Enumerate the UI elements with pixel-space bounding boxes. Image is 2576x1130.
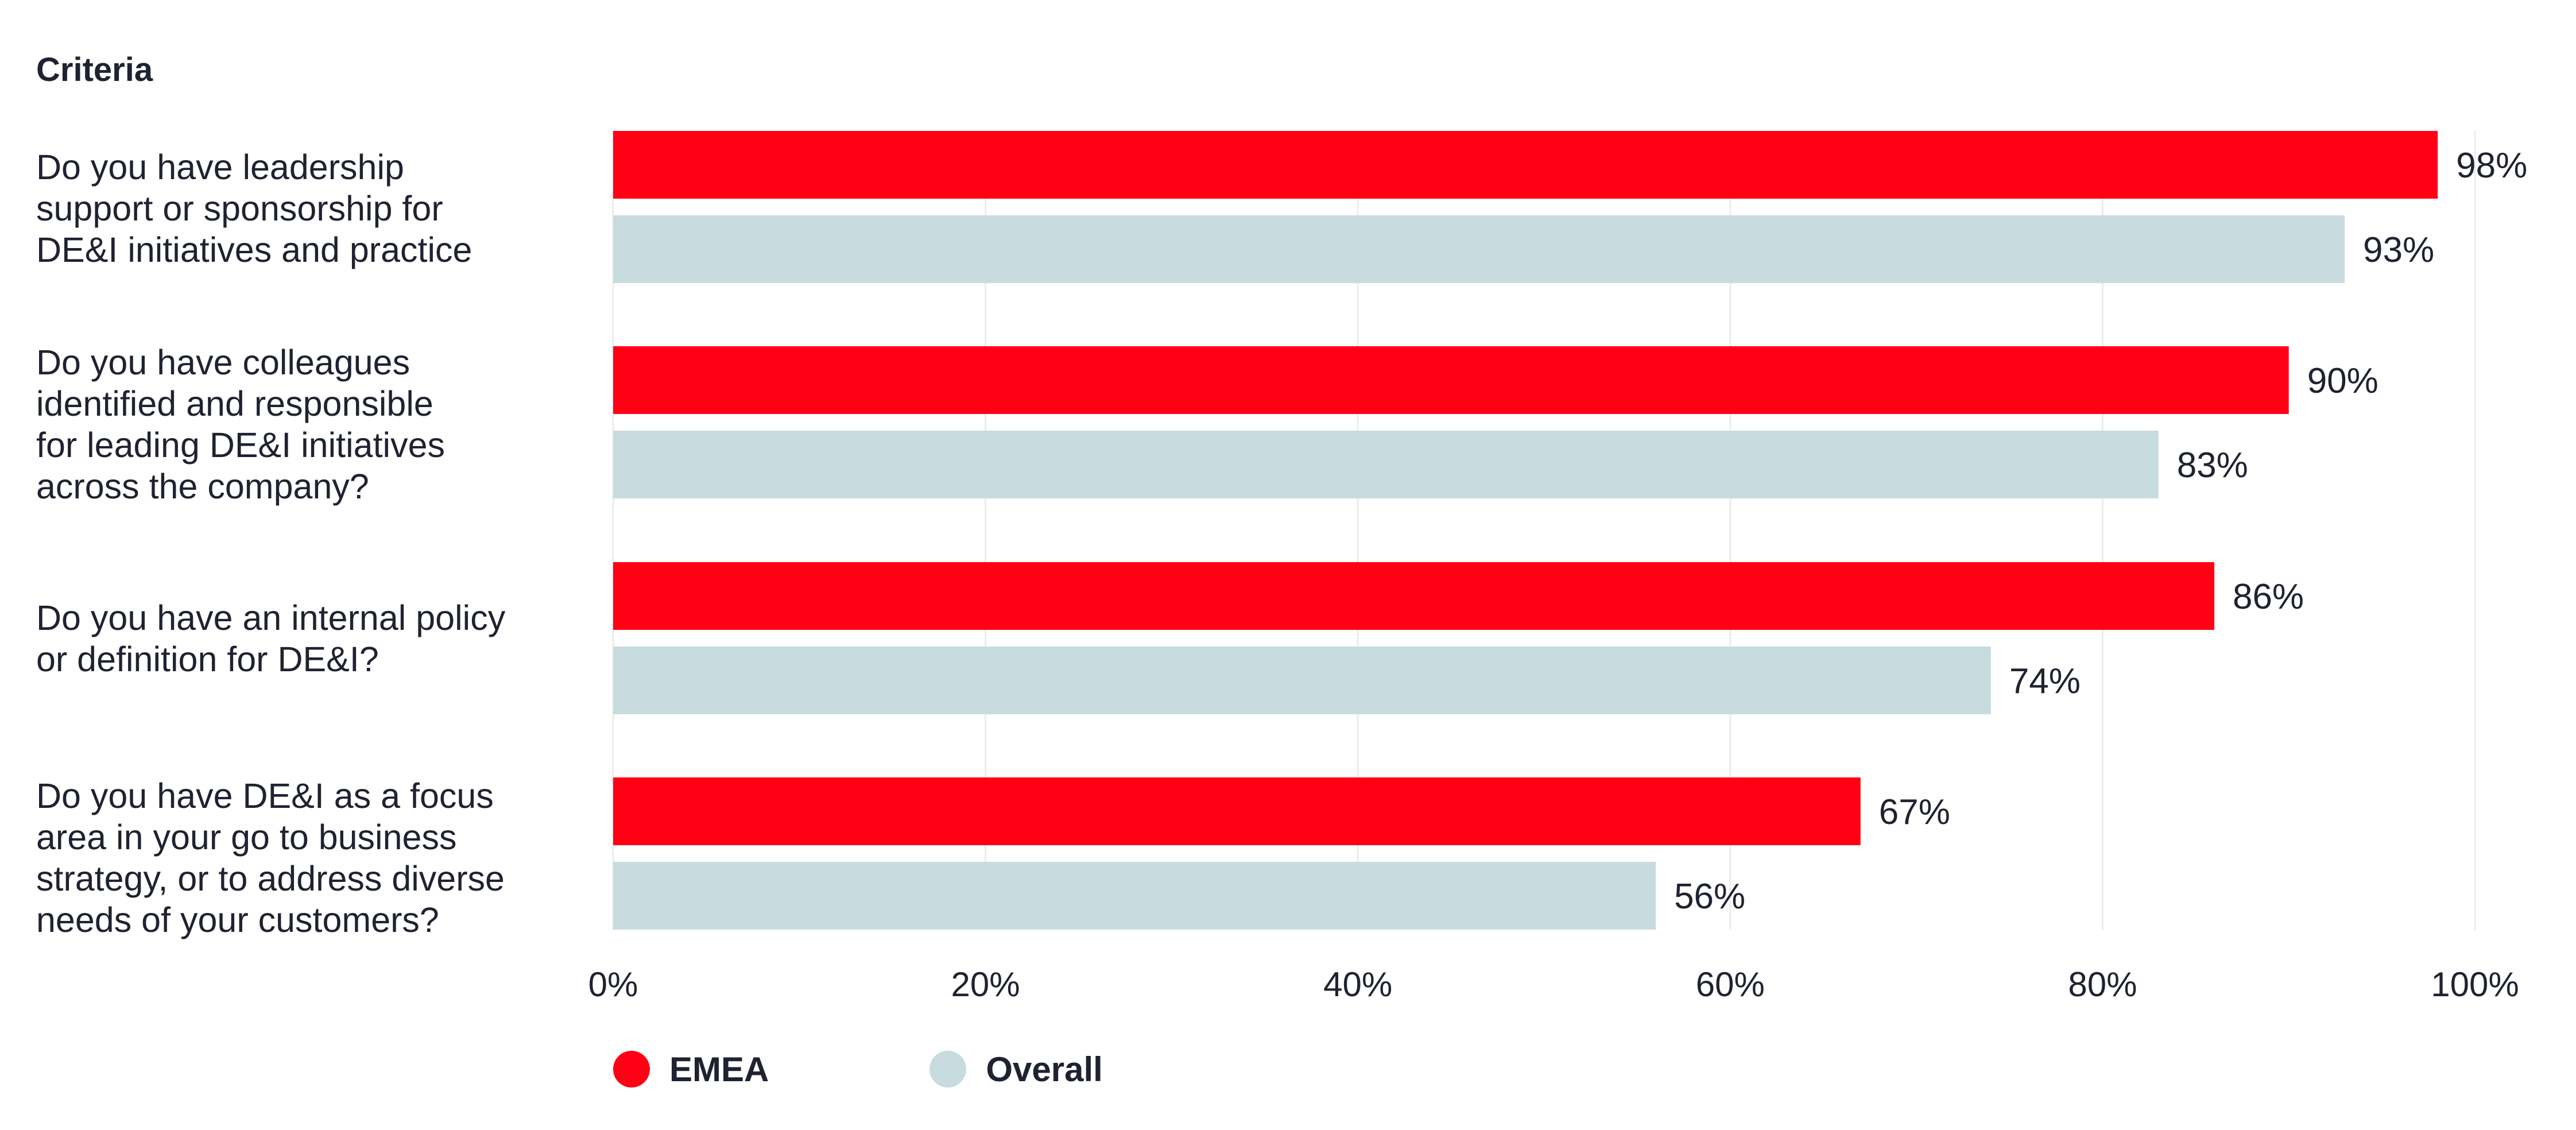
bar-emea	[613, 777, 1861, 845]
data-label: 86%	[2233, 577, 2304, 617]
legend-swatch	[929, 1051, 967, 1088]
x-tick-label: 40%	[1323, 965, 1392, 1004]
legend-item-emea: EMEA	[613, 1050, 769, 1089]
bar-emea	[613, 562, 2214, 630]
x-tick-label: 20%	[951, 965, 1020, 1004]
legend-item-overall: Overall	[929, 1050, 1103, 1089]
data-label: 83%	[2177, 446, 2248, 485]
data-label: 98%	[2456, 146, 2527, 185]
legend-swatch	[613, 1051, 650, 1088]
bar-overall	[613, 862, 1656, 930]
bar-emea	[613, 346, 2289, 414]
legend-label: Overall	[986, 1050, 1103, 1089]
data-label: 74%	[2009, 661, 2081, 701]
legend: EMEA Overall	[613, 1046, 1264, 1092]
data-label: 67%	[1879, 792, 1950, 832]
category-label: Do you have an internal policy or defini…	[36, 598, 506, 679]
data-label: 93%	[2363, 230, 2434, 270]
criteria-header: Criteria	[36, 51, 153, 88]
bar-overall	[613, 431, 2159, 498]
x-tick-label: 80%	[2068, 965, 2137, 1004]
category-label: Do you have DE&I as a focus area in your…	[36, 776, 505, 939]
bar-overall	[613, 647, 1991, 714]
bar-overall	[613, 215, 2345, 283]
x-tick-label: 60%	[1696, 965, 1765, 1004]
data-label: 90%	[2307, 361, 2379, 401]
category-label: Do you have colleagues identified and re…	[36, 343, 446, 506]
x-tick-label: 0%	[588, 965, 638, 1004]
legend-label: EMEA	[669, 1050, 769, 1089]
bar-emea	[613, 131, 2438, 199]
category-label: Do you have leadership support or sponso…	[36, 148, 472, 269]
data-label: 56%	[1674, 877, 1745, 916]
x-tick-label: 100%	[2431, 965, 2519, 1004]
